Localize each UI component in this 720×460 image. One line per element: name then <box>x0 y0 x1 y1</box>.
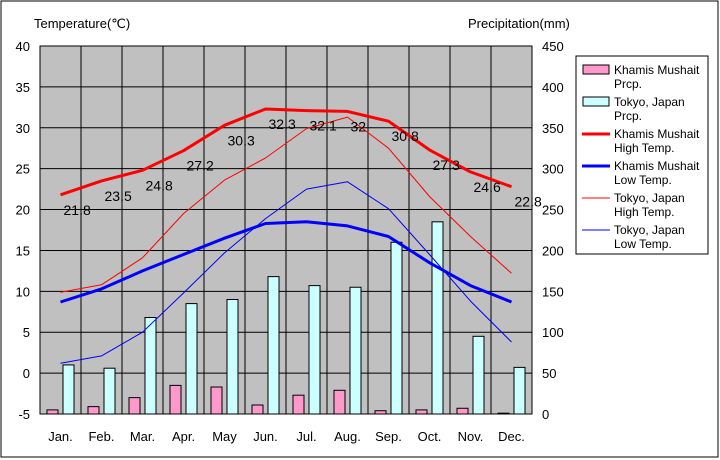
x-tick-label-5: Jun. <box>253 429 278 444</box>
x-tick-label-6: Jul. <box>296 429 316 444</box>
x-tick-label-4: May <box>212 429 237 444</box>
left-tick-label-8: 35 <box>16 80 30 95</box>
legend-label-0-line1: Khamis Mushait <box>614 63 700 77</box>
line-khamis-low-temp <box>60 220 513 304</box>
bar-khamis-prcp-4 <box>210 386 223 415</box>
x-tick-label-9: Oct. <box>418 429 442 444</box>
data-label-khamis-high-0: 21.8 <box>64 202 91 218</box>
bar-khamis-prcp-1 <box>87 406 100 415</box>
right-tick-label-4: 200 <box>542 243 564 258</box>
left-axis-ticks: -5 0 5 10 15 20 25 30 35 40 <box>16 39 30 422</box>
bar-khamis-prcp-7 <box>333 389 346 415</box>
left-tick-label-9: 40 <box>16 39 30 54</box>
bar-tokyo-prcp-10 <box>472 335 485 415</box>
data-label-khamis-high-1: 23.5 <box>105 188 132 204</box>
x-tick-label-3: Apr. <box>172 429 195 444</box>
data-label-khamis-high-4: 30.3 <box>228 132 255 148</box>
left-tick-label-1: 0 <box>23 366 30 381</box>
data-labels: 21.8 23.5 24.8 27.2 30.3 32.3 32.1 32 30.8 27.3 24… <box>64 116 542 218</box>
left-tick-label-3: 10 <box>16 284 30 299</box>
right-tick-label-3: 150 <box>542 284 564 299</box>
legend-label-5-line1: Tokyo, Japan <box>614 223 685 237</box>
data-label-khamis-high-8: 30.8 <box>392 128 419 144</box>
right-tick-label-2: 100 <box>542 325 564 340</box>
bar-tokyo-prcp-5 <box>267 276 280 415</box>
bar-tokyo-prcp-11 <box>513 366 526 415</box>
legend-label-3-line2: Low Temp. <box>614 173 672 187</box>
bars <box>46 221 526 415</box>
right-axis-title: Precipitation(mm) <box>468 16 570 31</box>
plot-frame <box>39 45 533 415</box>
bar-tokyo-prcp-1 <box>103 367 116 415</box>
bar-tokyo-prcp-0 <box>62 364 75 415</box>
legend-swatch-0 <box>582 64 610 75</box>
right-tick-label-9: 450 <box>542 39 564 54</box>
bar-khamis-prcp-5 <box>251 404 264 415</box>
right-tick-label-6: 300 <box>542 162 564 177</box>
bar-khamis-prcp-3 <box>169 384 182 415</box>
grid-lines <box>40 46 532 414</box>
data-label-khamis-high-9: 27.3 <box>433 157 460 173</box>
legend-swatch-1 <box>582 96 610 107</box>
left-axis-title: Temperature(℃) <box>34 16 130 31</box>
bar-tokyo-prcp-3 <box>185 303 198 415</box>
right-tick-label-5: 250 <box>542 203 564 218</box>
bar-khamis-prcp-6 <box>292 394 305 415</box>
legend-label-2-line2: High Temp. <box>614 141 674 155</box>
bar-khamis-prcp-0 <box>46 409 59 415</box>
legend-label-1-line1: Tokyo, Japan <box>614 95 685 109</box>
bar-tokyo-prcp-2 <box>144 317 157 415</box>
bar-tokyo-prcp-9 <box>431 221 444 415</box>
left-tick-label-2: 5 <box>23 325 30 340</box>
right-tick-label-8: 400 <box>542 80 564 95</box>
left-tick-label-5: 20 <box>16 203 30 218</box>
legend-label-4-line1: Tokyo, Japan <box>614 191 685 205</box>
right-axis-ticks: 0 50 100 150 200 250 300 350 400 450 <box>542 39 564 422</box>
bar-tokyo-prcp-8 <box>390 241 403 415</box>
bar-khamis-prcp-2 <box>128 397 141 415</box>
legend-label-0-line2: Prcp. <box>614 77 642 91</box>
legend-label-5-line2: Low Temp. <box>614 237 672 251</box>
x-tick-label-10: Nov. <box>458 429 484 444</box>
data-label-khamis-high-6: 32.1 <box>310 118 337 134</box>
x-axis-ticks: Jan. Feb. Mar. Apr. May Jun. Jul. Aug. Sep. Oct. N… <box>48 429 525 444</box>
data-label-khamis-high-7: 32 <box>351 118 367 134</box>
x-tick-label-0: Jan. <box>48 429 73 444</box>
bar-tokyo-prcp-7 <box>349 286 362 415</box>
left-tick-label-4: 15 <box>16 243 30 258</box>
x-tick-label-2: Mar. <box>130 429 155 444</box>
line-tokyo-high-temp <box>60 116 512 293</box>
left-tick-label-0: -5 <box>18 407 30 422</box>
right-tick-label-0: 0 <box>542 407 549 422</box>
data-label-khamis-high-3: 27.2 <box>187 158 214 174</box>
legend-label-4-line2: High Temp. <box>614 205 674 219</box>
lines <box>60 107 513 364</box>
data-label-khamis-high-2: 24.8 <box>146 177 173 193</box>
left-tick-label-6: 25 <box>16 162 30 177</box>
x-tick-label-7: Aug. <box>334 429 361 444</box>
line-khamis-high-temp <box>60 107 513 197</box>
legend-label-3-line1: Khamis Mushait <box>614 159 700 173</box>
legend-box <box>575 55 709 255</box>
bar-khamis-prcp-10 <box>456 407 469 415</box>
data-label-khamis-high-10: 24.6 <box>474 179 501 195</box>
data-label-khamis-high-5: 32.3 <box>269 116 296 132</box>
data-label-khamis-high-11: 22.8 <box>515 194 542 210</box>
bar-khamis-prcp-9 <box>415 409 428 415</box>
x-tick-label-11: Dec. <box>498 429 525 444</box>
bar-tokyo-prcp-6 <box>308 285 321 415</box>
x-tick-label-8: Sep. <box>375 429 402 444</box>
left-tick-label-7: 30 <box>16 121 30 136</box>
x-tick-label-1: Feb. <box>88 429 114 444</box>
legend-label-2-line1: Khamis Mushait <box>614 127 700 141</box>
bar-tokyo-prcp-4 <box>226 299 239 415</box>
right-tick-label-1: 50 <box>542 366 556 381</box>
legend-label-1-line2: Prcp. <box>614 109 642 123</box>
right-tick-label-7: 350 <box>542 121 564 136</box>
line-tokyo-low-temp <box>60 181 512 364</box>
